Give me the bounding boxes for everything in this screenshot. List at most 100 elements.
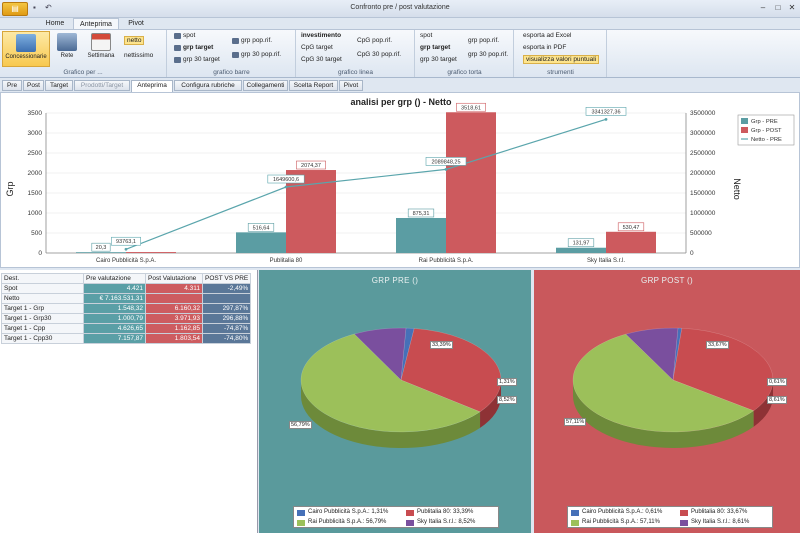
page-tab-scelta-report[interactable]: Scelta Report: [289, 80, 338, 91]
group-grafico-barre: spot grp target grp 30 target grp pop.ri…: [168, 30, 296, 77]
database-icon: [16, 34, 36, 52]
y2-tick-label: 1500000: [690, 190, 716, 197]
legend-item: Rai Pubblicità S.p.A.: 57,11%: [571, 519, 660, 526]
pie-label: 8,61%: [767, 396, 787, 404]
torta-grp30-target[interactable]: grp 30 target: [420, 56, 457, 63]
rete-label: Rete: [60, 53, 74, 59]
legend-item: Sky Italia S.r.l.: 8,61%: [680, 519, 749, 526]
torta-spot[interactable]: spot: [420, 32, 433, 39]
barre-grp-target[interactable]: grp target: [174, 44, 213, 51]
pie-side: [301, 380, 481, 448]
row-label: Spot: [1, 283, 84, 294]
table-row[interactable]: Target 1 - Grp 1.548,32 6.160,32 297,87%: [1, 303, 252, 314]
y2-tick-label: 0: [690, 250, 694, 257]
page-tab-post[interactable]: Post: [23, 80, 44, 91]
concessionarie-label: Concessionarie: [5, 54, 47, 60]
data-label-netto-box: [425, 157, 467, 166]
page-tab-prodotti-target[interactable]: Prodotti/Target: [74, 80, 130, 91]
rete-button[interactable]: Rete: [52, 31, 82, 67]
y2-axis-label: Netto: [732, 178, 742, 200]
y-tick-label: 500: [31, 230, 42, 237]
barre-grp30-pop[interactable]: grp 30 pop.rif.: [232, 51, 281, 58]
save-icon[interactable]: ▪: [33, 3, 36, 12]
tab-anteprima[interactable]: Anteprima: [73, 18, 119, 29]
bar-post: [126, 252, 176, 253]
minimize-icon[interactable]: –: [760, 3, 766, 12]
esporta-excel-button[interactable]: esporta ad Excel: [523, 32, 572, 39]
undo-icon[interactable]: ↶: [45, 3, 52, 12]
group-grafico-torta: spot grp target grp 30 target grp pop.ri…: [416, 30, 514, 77]
data-label-netto-box: [267, 174, 305, 184]
table-row[interactable]: Target 1 - Cpp30 7.157,87 1.803,54 -74,80%: [1, 333, 252, 344]
legend-item: Publitalia 80: 33,67%: [680, 509, 747, 516]
barre-spot[interactable]: spot: [174, 32, 195, 39]
table-header: Dest. Pre valutazione Post Valutazione P…: [1, 273, 252, 284]
data-label-netto: 93763,1: [116, 239, 136, 245]
linea-investimento[interactable]: investimento: [301, 32, 342, 39]
tab-pivot[interactable]: Pivot: [128, 20, 144, 27]
group-label: grafico torta: [447, 69, 482, 76]
netto-point: [604, 117, 608, 121]
page-tab-pre[interactable]: Pre: [2, 80, 22, 91]
linea-cpg-pop[interactable]: CpG pop.rif.: [357, 37, 393, 44]
esporta-pdf-button[interactable]: esporta in PDF: [523, 44, 567, 51]
pie-side: [480, 380, 501, 428]
pre-value: 4.421: [83, 283, 146, 294]
pie-slice: [625, 327, 679, 381]
maximize-icon[interactable]: □: [775, 3, 781, 12]
y-tick-label: 0: [38, 250, 42, 257]
group-grafico-linea: investimento CpG target CpG 30 target Cp…: [297, 30, 415, 77]
row-label: Target 1 - Cpp30: [1, 333, 84, 344]
y-tick-label: 2500: [28, 150, 43, 157]
torta-grp-target[interactable]: grp target: [420, 44, 451, 51]
nettissimo-option[interactable]: nettissimo: [124, 52, 154, 59]
y-axis-label: Grp: [5, 181, 15, 196]
tab-home[interactable]: Home: [45, 20, 65, 27]
page-tab-configura-rubriche[interactable]: Configura rubriche: [174, 80, 242, 91]
page-tab-collegamenti[interactable]: Collegamenti: [243, 80, 288, 91]
page-tab-anteprima[interactable]: Anteprima: [131, 80, 173, 92]
post-value: 3.971,93: [145, 313, 203, 324]
barre-grp30-target[interactable]: grp 30 target: [174, 56, 220, 63]
table-row[interactable]: Spot 4.421 4.311 -2,49%: [1, 283, 252, 294]
legend-item: Sky Italia S.r.l.: 8,52%: [406, 519, 475, 526]
data-label-netto-box: [585, 107, 627, 116]
legend-item: Cairo Pubblicità S.p.A.: 1,31%: [297, 509, 388, 516]
data-label-post-box: [617, 222, 645, 232]
torta-grp30-pop[interactable]: grp 30 pop.rif.: [468, 51, 509, 58]
data-label-pre: 516,64: [253, 225, 270, 231]
table-row[interactable]: Netto € 7.163.531,31: [1, 293, 252, 304]
delta-value: 296,88%: [201, 313, 252, 324]
settimana-button[interactable]: Settimana: [84, 31, 118, 67]
bar-pre: [556, 247, 606, 253]
data-label-pre: 875,31: [413, 211, 430, 217]
linea-cpg30-target[interactable]: CpG 30 target: [301, 56, 342, 63]
page-tab-target[interactable]: Target: [45, 80, 73, 91]
post-value: 6.160,32: [145, 303, 203, 314]
summary-table: Dest. Pre valutazione Post Valutazione P…: [1, 273, 252, 344]
legend-swatch: [741, 118, 748, 124]
page-tab-pivot[interactable]: Pivot: [339, 80, 363, 91]
app-menu-button[interactable]: ▤: [2, 2, 28, 16]
linea-cpg30-pop[interactable]: CpG 30 pop.rif.: [357, 51, 402, 58]
pie-pre-legend: Cairo Pubblicità S.p.A.: 1,31% Publitali…: [293, 506, 499, 528]
pie-side: [573, 380, 754, 448]
bar-chart-panel: analisi per grp () - Netto Grp Netto 0 50…: [0, 92, 800, 268]
data-label-pre-box: [407, 208, 435, 218]
y2-tick-label: 3500000: [690, 110, 716, 117]
title-bar: ▤ ▪ ↶ Confronto pre / post valutazione –…: [0, 0, 800, 18]
concessionarie-button[interactable]: Concessionarie: [2, 31, 50, 67]
summary-table-panel: Dest. Pre valutazione Post Valutazione P…: [0, 270, 258, 533]
valori-puntuali-button[interactable]: visualizza valori puntuali: [523, 55, 600, 64]
torta-grp-pop[interactable]: grp pop.rif.: [468, 37, 500, 44]
table-row[interactable]: Target 1 - Grp30 1.000,79 3.971,93 296,88%: [1, 313, 252, 324]
bar-pre: [236, 232, 286, 253]
barre-grp-pop[interactable]: grp pop.rif.: [232, 37, 272, 44]
pie-label: 57,11%: [564, 418, 587, 426]
netto-option[interactable]: netto: [124, 36, 145, 45]
header-pre: Pre valutazione: [83, 273, 146, 284]
linea-cpg-target[interactable]: CpG target: [301, 44, 333, 51]
table-row[interactable]: Target 1 - Cpp 4.626,65 1.162,85 -74,87%: [1, 323, 252, 334]
group-grafico-per: Concessionarie Rete Settimana netto nett…: [0, 30, 167, 77]
close-icon[interactable]: ✕: [788, 3, 796, 12]
